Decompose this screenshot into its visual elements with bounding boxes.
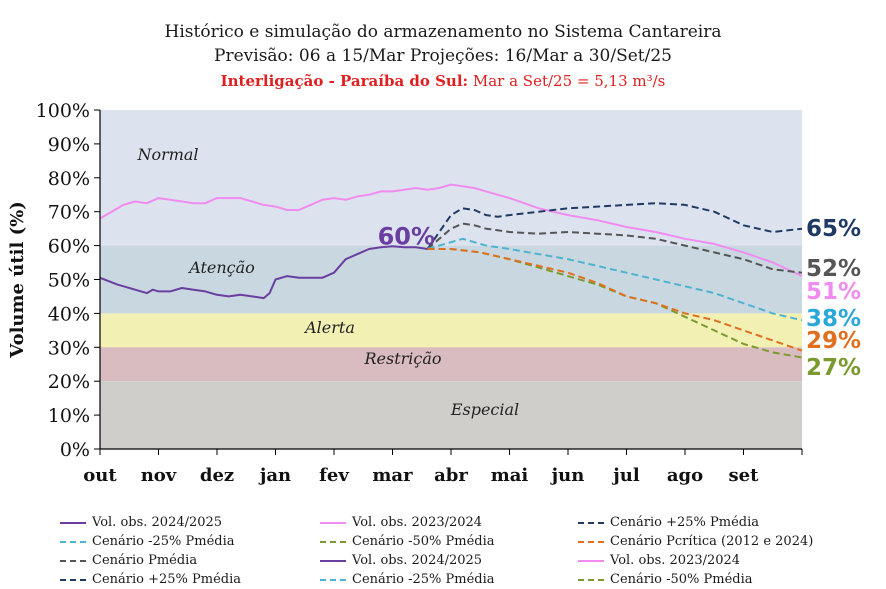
- x-tick-label: jul: [611, 465, 640, 486]
- zones-layer: [100, 110, 802, 449]
- series-layer: [99, 183, 803, 359]
- series-line-6: [427, 248, 803, 352]
- legend-swatch: [60, 540, 86, 543]
- zone-0: [100, 110, 802, 246]
- legend: Vol. obs. 2024/2025 Vol. obs. 2023/2024 Ce…: [0, 512, 886, 588]
- zone-label: Alerta: [303, 318, 355, 337]
- legend-entry: Vol. obs. 2024/2025: [60, 514, 222, 532]
- legend-swatch: [60, 559, 86, 562]
- chart-subtitle-interligacao: Interligação - Paraíba do Sul: Mar a Set…: [0, 72, 886, 90]
- legend-entry: Cenário -25% Pmédia: [60, 533, 235, 551]
- legend-label: Cenário Pcrítica (2012 e 2024): [610, 534, 814, 549]
- annotation-label: 60%: [378, 223, 435, 251]
- y-tick-label: 70%: [48, 202, 90, 224]
- end-label: 27%: [806, 355, 861, 381]
- x-tick-label: nov: [141, 465, 177, 486]
- legend-swatch: [60, 521, 86, 524]
- x-tick-label: jun: [550, 465, 585, 486]
- y-tick-label: 10%: [48, 405, 90, 427]
- legend-swatch: [320, 559, 346, 562]
- legend-entry: Cenário -50% Pmédia: [578, 571, 753, 589]
- x-tick-label: ago: [667, 465, 703, 486]
- y-tick-label: 50%: [48, 270, 90, 292]
- x-tick-label: abr: [434, 465, 468, 486]
- zone-label: Especial: [450, 400, 519, 419]
- end-label: 51%: [806, 279, 861, 305]
- legend-swatch: [60, 578, 86, 581]
- legend-swatch: [320, 540, 346, 543]
- legend-entry: Cenário Pmédia: [60, 552, 197, 570]
- y-tick-label: 60%: [48, 236, 90, 258]
- legend-entry: Cenário -50% Pmédia: [320, 533, 495, 551]
- y-tick-label: 90%: [48, 134, 90, 156]
- zone-label: Normal: [136, 145, 198, 164]
- end-label: 52%: [806, 256, 861, 282]
- legend-label: Vol. obs. 2023/2024: [610, 553, 741, 568]
- legend-entry: Cenário -25% Pmédia: [320, 571, 495, 589]
- x-tick-label: jan: [258, 465, 291, 486]
- legend-label: Vol. obs. 2024/2025: [352, 553, 483, 568]
- axes-layer: [94, 109, 803, 455]
- zone-label: Atenção: [187, 258, 255, 277]
- y-tick-label: 80%: [48, 168, 90, 190]
- y-axis-title: Volume útil (%): [7, 201, 28, 359]
- legend-swatch: [578, 521, 604, 524]
- legend-entry: Cenário Pcrítica (2012 e 2024): [578, 533, 813, 551]
- y-tick-label: 0%: [60, 439, 90, 461]
- y-tick-label: 30%: [48, 337, 90, 359]
- y-tick-label: 40%: [48, 303, 90, 325]
- legend-entry: Vol. obs. 2024/2025: [320, 552, 482, 570]
- legend-entry: Cenário +25% Pmédia: [578, 514, 759, 532]
- x-tick-label: out: [83, 465, 117, 486]
- end-label: 38%: [806, 306, 861, 332]
- x-tick-label: dez: [200, 465, 234, 486]
- legend-label: Cenário Pmédia: [92, 553, 198, 568]
- zone-2: [100, 313, 802, 348]
- series-line-4: [427, 237, 803, 322]
- legend-swatch: [578, 540, 604, 543]
- chart-subtitle: Previsão: 06 a 15/Mar Projeções: 16/Mar …: [214, 46, 672, 66]
- x-tick-label: fev: [319, 465, 349, 486]
- series-line-1: [99, 183, 803, 278]
- legend-label: Cenário -25% Pmédia: [352, 572, 495, 587]
- end-label: 29%: [806, 328, 861, 354]
- chart-title: Histórico e simulação do armazenamento n…: [164, 22, 722, 42]
- legend-swatch: [320, 521, 346, 524]
- legend-swatch: [320, 578, 346, 581]
- series-line-0: [99, 245, 428, 300]
- series-line-3: [426, 222, 803, 274]
- y-tick-label: 20%: [48, 371, 90, 393]
- legend-label: Cenário -50% Pmédia: [352, 534, 495, 549]
- interligacao-value: Mar a Set/25 = 5,13 m³/s: [468, 72, 666, 90]
- interligacao-label: Interligação - Paraíba do Sul:: [220, 72, 469, 90]
- legend-label: Cenário +25% Pmédia: [92, 572, 242, 587]
- x-tick-label: set: [729, 465, 760, 486]
- legend-swatch: [578, 578, 604, 581]
- legend-label: Cenário -25% Pmédia: [92, 534, 235, 549]
- zone-3: [100, 347, 802, 382]
- x-tick-label: mar: [372, 465, 413, 486]
- zone-4: [100, 381, 802, 449]
- legend-label: Cenário -50% Pmédia: [610, 572, 753, 587]
- chart: Normal Atenção Alerta Restrição Especial 0% 10…: [7, 100, 861, 486]
- x-tick-label: mai: [491, 465, 529, 486]
- zone-label: Restrição: [363, 349, 441, 368]
- legend-label: Cenário +25% Pmédia: [610, 515, 760, 530]
- legend-swatch: [578, 559, 604, 562]
- legend-entry: Vol. obs. 2023/2024: [320, 514, 482, 532]
- legend-label: Vol. obs. 2024/2025: [92, 515, 223, 530]
- legend-label: Vol. obs. 2023/2024: [352, 515, 483, 530]
- legend-entry: Cenário +25% Pmédia: [60, 571, 241, 589]
- y-tick-label: 100%: [36, 100, 90, 122]
- legend-entry: Vol. obs. 2023/2024: [578, 552, 740, 570]
- series-line-2: [426, 202, 803, 250]
- labels-layer: Normal Atenção Alerta Restrição Especial 0% 10…: [7, 100, 861, 486]
- end-label: 65%: [806, 216, 861, 242]
- zone-1: [100, 245, 802, 314]
